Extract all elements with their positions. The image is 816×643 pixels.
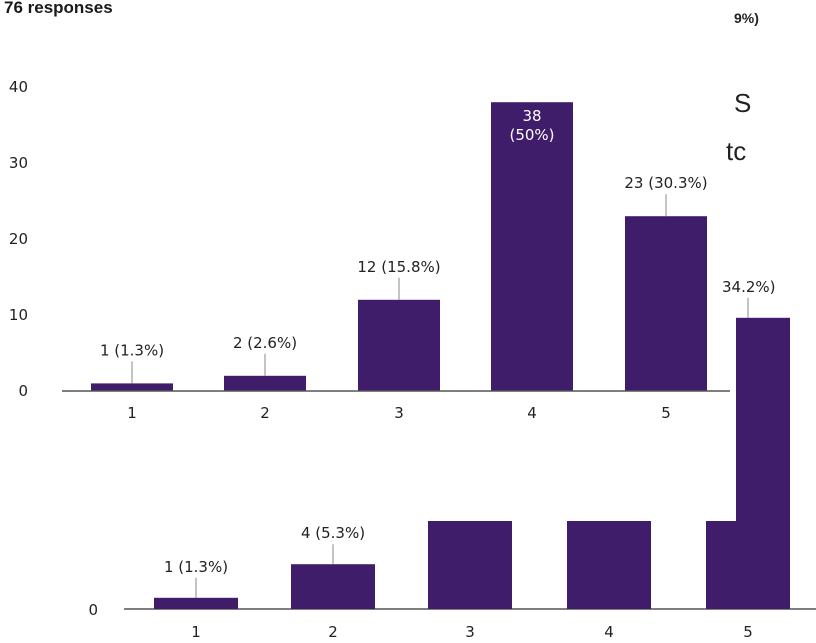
bar [154, 597, 238, 609]
bar [428, 521, 512, 609]
data-label: 34.2%) [722, 278, 776, 296]
bar [625, 216, 707, 391]
data-label: 38 [522, 107, 541, 125]
responses-count: 76 responses [4, 0, 113, 17]
x-tick-label: 3 [394, 404, 404, 422]
x-tick-label: 4 [604, 623, 614, 641]
data-label: (50%) [509, 126, 554, 144]
x-tick-label: 5 [743, 623, 753, 641]
data-label: 1 (1.3%) [100, 341, 164, 359]
data-label: 2 (2.6%) [233, 334, 297, 352]
y-tick-label: 10 [9, 306, 28, 324]
cropped-text-top-right: 9%) [734, 10, 759, 26]
bar [91, 383, 173, 391]
y-tick-label: 30 [9, 154, 28, 172]
data-label: 1 (1.3%) [164, 558, 228, 576]
bar [358, 299, 440, 391]
x-tick-label: 2 [328, 623, 338, 641]
x-tick-label: 2 [260, 404, 270, 422]
y-tick-label: 20 [9, 230, 28, 248]
y-tick-label: 0 [88, 601, 98, 619]
data-label: 23 (30.3%) [624, 174, 707, 192]
bar [224, 375, 306, 391]
x-tick-label: 4 [527, 404, 537, 422]
bar [567, 521, 651, 609]
bar [291, 564, 375, 609]
data-label: 12 (15.8%) [357, 258, 440, 276]
cropped-text-s: S [734, 88, 752, 118]
x-tick-label: 1 [191, 623, 201, 641]
y-tick-label: 0 [18, 382, 28, 400]
y-tick-label: 40 [9, 78, 28, 96]
data-label: 4 (5.3%) [301, 524, 365, 542]
bar [491, 102, 573, 391]
x-tick-label: 3 [465, 623, 475, 641]
bar [736, 317, 790, 609]
cropped-text-tc: tc [726, 136, 747, 166]
x-tick-label: 5 [661, 404, 671, 422]
x-tick-label: 1 [127, 404, 137, 422]
